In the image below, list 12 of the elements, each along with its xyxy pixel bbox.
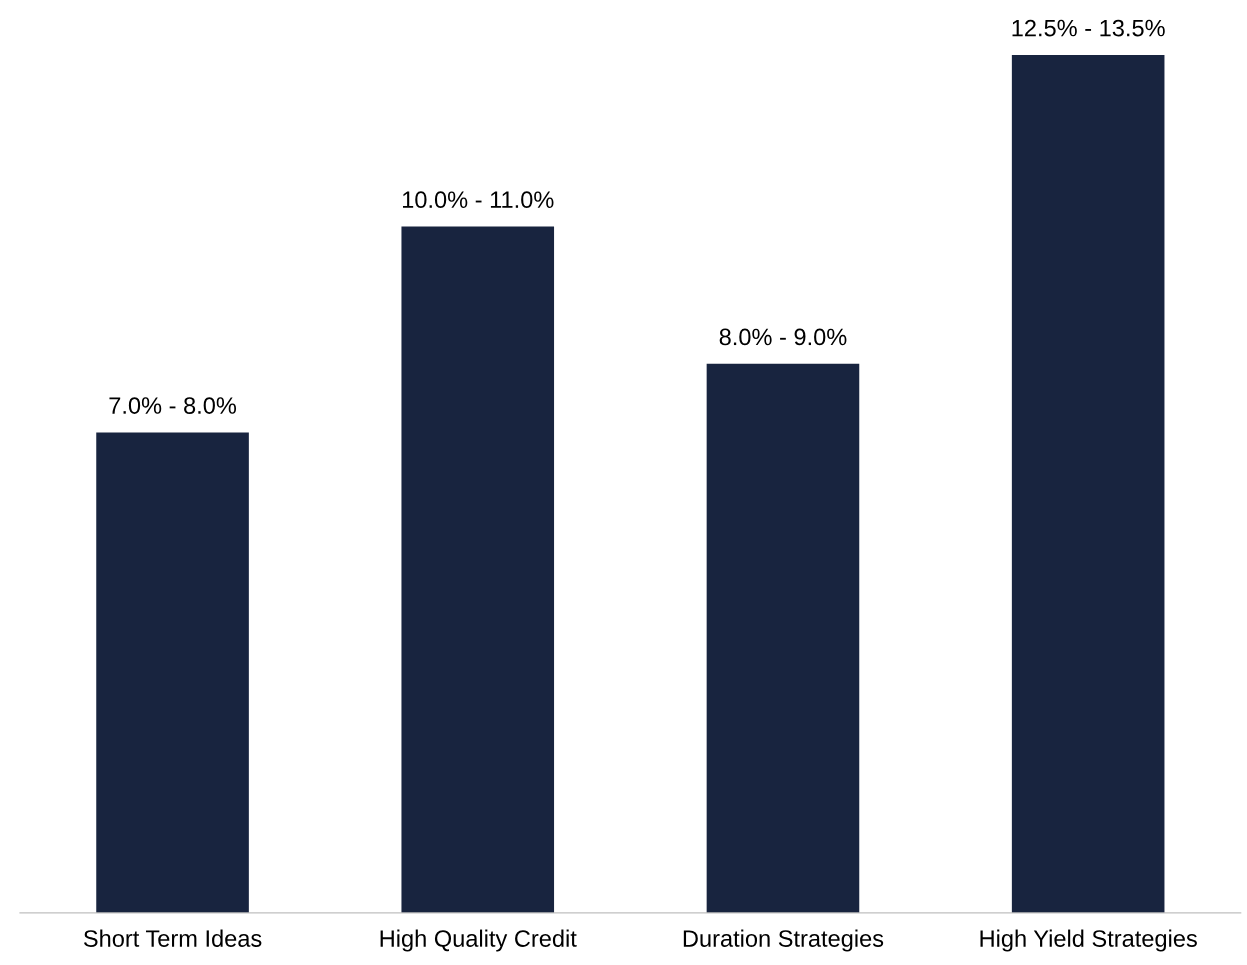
data-label: 10.0% - 11.0%: [402, 191, 554, 209]
data-label: 8.0% - 9.0%: [719, 328, 847, 346]
bar: [96, 432, 249, 913]
data-label: 7.0% - 8.0%: [109, 397, 237, 414]
bar: [401, 226, 555, 913]
x-tick-label: High Quality Credit: [380, 929, 577, 952]
data-label: 12.5% - 13.5%: [1012, 19, 1165, 37]
x-tick-label: High Yield Strategies: [980, 929, 1197, 952]
x-tick-label: Short Term Ideas: [83, 929, 262, 947]
x-tick-label: Duration Strategies: [683, 929, 884, 952]
bar: [706, 363, 860, 913]
bar: [1011, 55, 1165, 913]
